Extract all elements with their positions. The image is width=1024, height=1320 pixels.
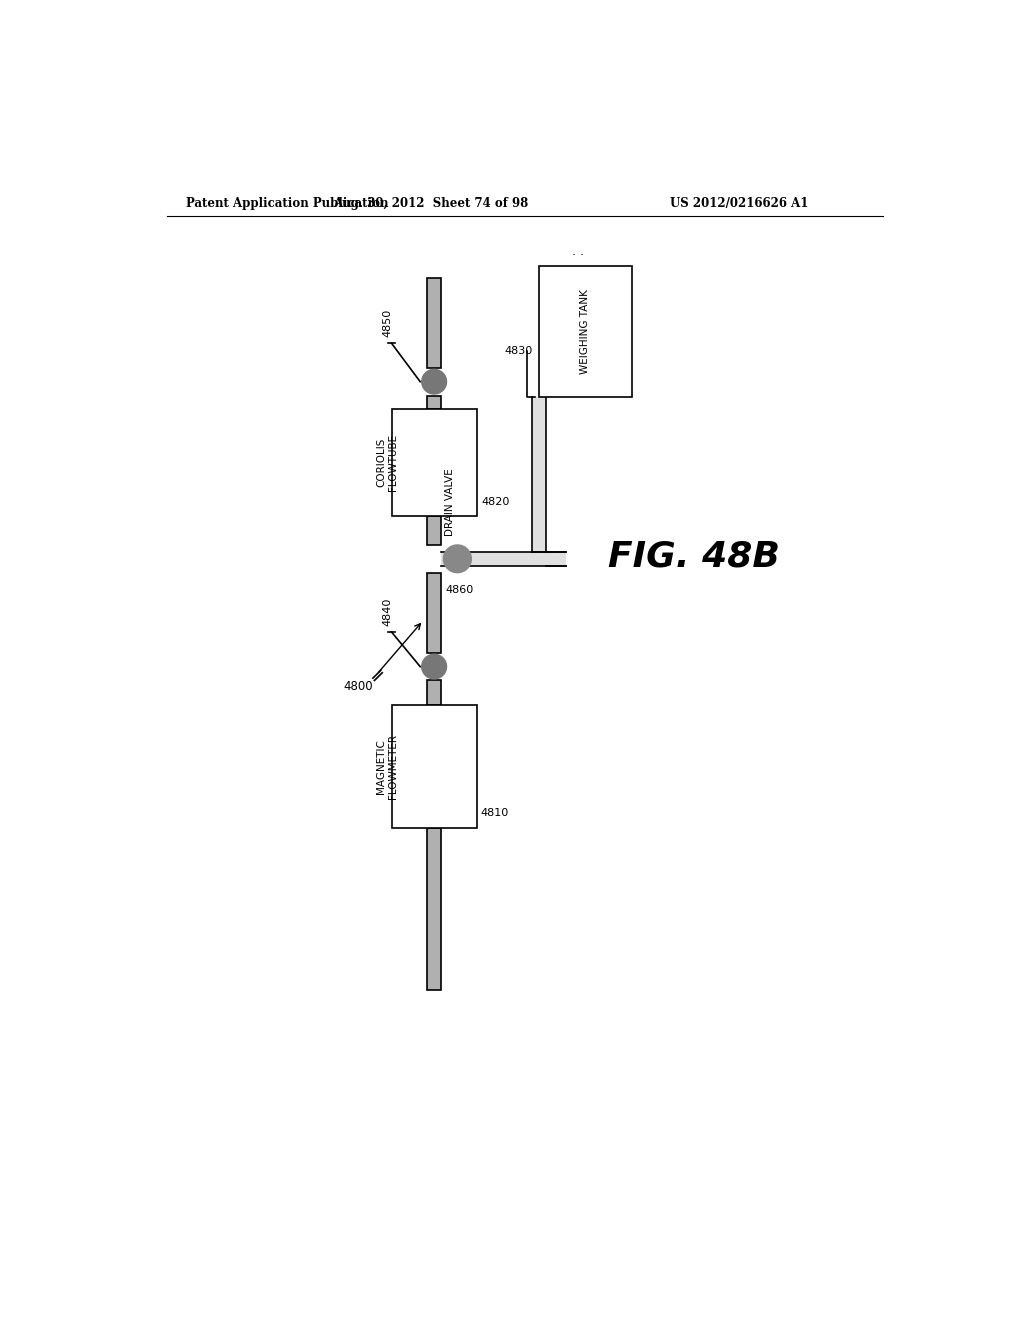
Circle shape <box>443 545 471 573</box>
Bar <box>427 277 441 368</box>
Bar <box>427 829 441 990</box>
Text: Aug. 30, 2012  Sheet 74 of 98: Aug. 30, 2012 Sheet 74 of 98 <box>333 197 528 210</box>
Bar <box>427 681 441 705</box>
Text: 4860: 4860 <box>445 586 473 595</box>
Bar <box>539 267 632 397</box>
Text: 4800: 4800 <box>343 680 373 693</box>
Bar <box>427 396 441 409</box>
Text: 4820: 4820 <box>481 496 510 507</box>
Text: 4830: 4830 <box>504 346 532 356</box>
Circle shape <box>422 370 446 395</box>
Text: CORIOLIS
FLOWTUBE: CORIOLIS FLOWTUBE <box>376 434 397 491</box>
Text: . .: . . <box>571 244 584 257</box>
Circle shape <box>422 655 446 678</box>
Bar <box>427 573 441 653</box>
Bar <box>441 552 566 566</box>
Bar <box>391 705 477 829</box>
Text: WEIGHING TANK: WEIGHING TANK <box>581 289 590 374</box>
Bar <box>427 516 441 545</box>
Text: FIG. 48B: FIG. 48B <box>608 540 780 573</box>
Bar <box>531 397 546 552</box>
Text: US 2012/0216626 A1: US 2012/0216626 A1 <box>671 197 809 210</box>
Text: 4810: 4810 <box>480 808 509 818</box>
Text: Patent Application Publication: Patent Application Publication <box>186 197 389 210</box>
Text: 4850: 4850 <box>383 309 392 337</box>
Text: DRAIN VALVE: DRAIN VALVE <box>445 469 455 536</box>
Bar <box>391 409 477 516</box>
Text: MAGNETIC
FLOWMETER: MAGNETIC FLOWMETER <box>376 734 397 799</box>
Text: 4840: 4840 <box>383 598 392 626</box>
